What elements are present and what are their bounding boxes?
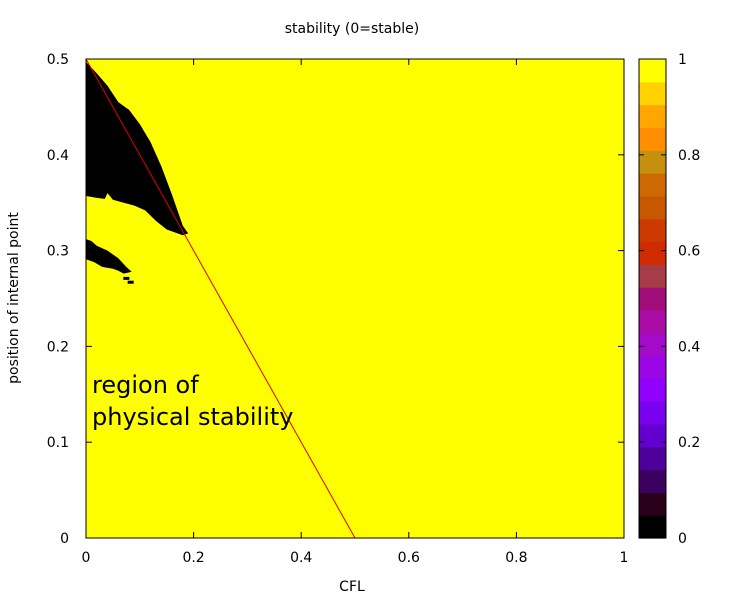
x-axis-label: CFL <box>339 579 365 595</box>
colorbar-band <box>639 127 666 151</box>
annotation-line-2: physical stability <box>92 403 294 431</box>
x-tick-label: 0.6 <box>398 550 420 566</box>
colorbar-tick-label: 0.8 <box>678 148 700 164</box>
colorbar-frame <box>638 58 667 539</box>
colorbar-band <box>639 287 666 311</box>
colorbar-band <box>639 492 666 516</box>
colorbar-band <box>639 515 666 539</box>
colorbar-tick-label: 0.4 <box>678 339 700 355</box>
y-tick-label: 0.1 <box>47 435 69 451</box>
colorbar-band <box>639 241 666 265</box>
y-tick-label: 0.2 <box>47 339 69 355</box>
colorbar-band <box>639 401 666 425</box>
x-axis-ticks: 0 0.2 0.4 0.6 0.8 1 <box>82 59 629 566</box>
colorbar-band <box>639 446 666 471</box>
colorbar-band <box>639 332 666 357</box>
colorbar-band <box>639 195 666 220</box>
y-tick-label: 0.5 <box>47 52 69 68</box>
colorbar-tick-label: 0 <box>678 531 687 547</box>
annotation-line-1: region of <box>92 371 199 399</box>
colorbar-band <box>639 423 666 448</box>
colorbar-ticks: 0 0.2 0.4 0.6 0.8 1 <box>639 52 700 547</box>
plot-frame <box>85 58 625 539</box>
annotation: region of physical stability <box>92 371 294 431</box>
series-line-1 <box>85 58 356 539</box>
plot-area <box>86 59 624 538</box>
y-axis-label: position of internal point <box>6 212 22 384</box>
colorbar-band <box>639 264 666 288</box>
colorbar-band <box>639 59 666 83</box>
unstable-region-2 <box>86 239 132 274</box>
unstable-cell <box>123 276 130 280</box>
colorbar-band <box>639 81 666 106</box>
x-tick-label: 0.2 <box>182 550 204 566</box>
colorbar-band <box>639 355 666 379</box>
colorbar-band <box>639 104 666 129</box>
x-tick-label: 1 <box>620 550 629 566</box>
x-tick-label: 0.8 <box>505 550 527 566</box>
colorbar-band <box>639 469 666 493</box>
colorbar-band <box>639 309 666 334</box>
colorbar-tick-label: 1 <box>678 52 687 68</box>
y-tick-label: 0.3 <box>47 244 69 260</box>
x-tick-label: 0.4 <box>290 550 312 566</box>
y-tick-label: 0 <box>60 531 69 547</box>
colorbar-band <box>639 150 666 174</box>
colorbar-tick-label: 0.2 <box>678 435 700 451</box>
colorbar-band <box>639 378 666 402</box>
x-tick-label: 0 <box>82 550 91 566</box>
y-tick-label: 0.4 <box>47 148 69 164</box>
unstable-cell <box>127 280 134 284</box>
colorbar-band <box>639 218 666 243</box>
series-layer <box>85 58 356 539</box>
colorbar <box>638 58 667 539</box>
chart-title: stability (0=stable) <box>285 21 419 37</box>
colorbar-tick-label: 0.6 <box>678 244 700 260</box>
colorbar-band <box>639 173 666 197</box>
y-axis-ticks: 0 0.1 0.2 0.3 0.4 0.5 <box>47 52 624 547</box>
